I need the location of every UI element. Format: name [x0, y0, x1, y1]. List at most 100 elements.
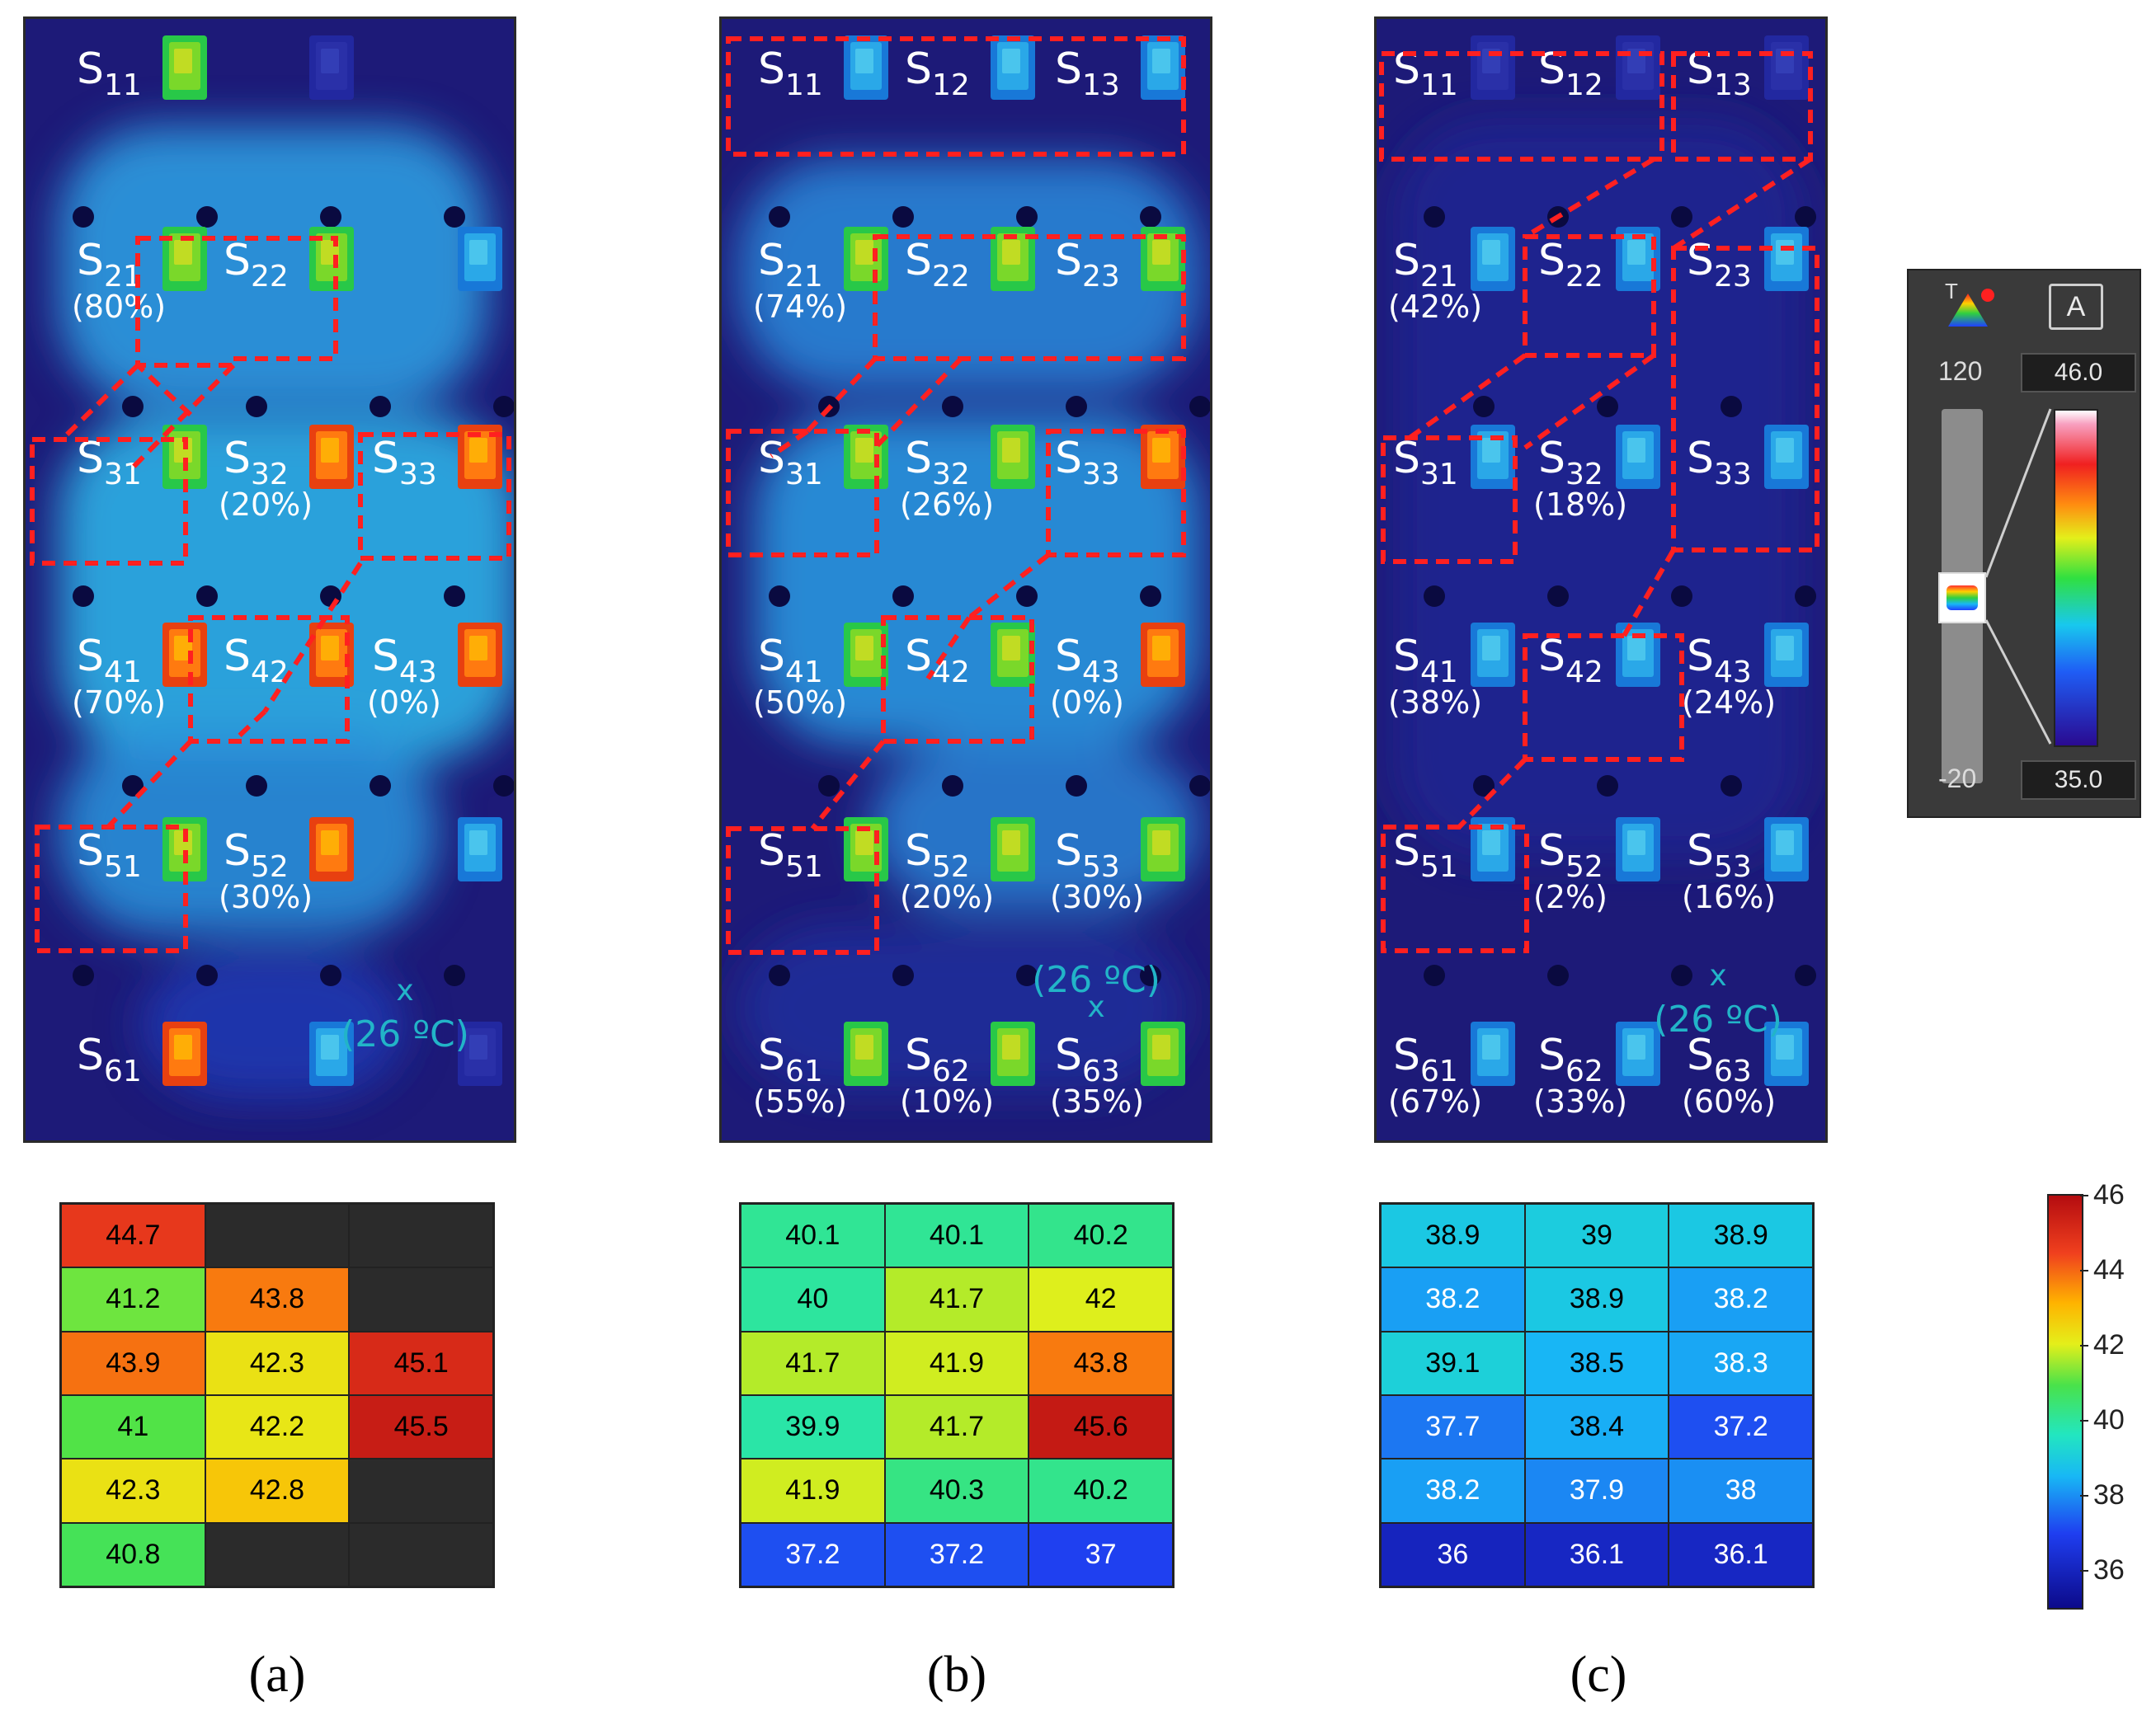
sensor-label: S22 [224, 236, 289, 294]
grid-cell: 40.3 [884, 1459, 1029, 1523]
grid-cell: 41.9 [741, 1459, 885, 1523]
sensor-label: S13 [1055, 45, 1120, 102]
thermal-image-b: S61 (55%) S62 (10%) S63 (35%) S51 S52 (20%) S53 (3… [719, 16, 1212, 1143]
colorbar-tick-mark [2080, 1269, 2088, 1271]
sensor-percent: (20%) [219, 486, 313, 523]
thermal-glow [59, 126, 514, 1099]
grid-cell: 36.1 [1524, 1522, 1669, 1586]
grid-cell: 45.5 [349, 1395, 493, 1459]
sensor-label: S61 [758, 1031, 823, 1088]
sensor-a-10: S32(20%) [219, 425, 354, 523]
grid-cell: 42.8 [205, 1459, 350, 1523]
sensor-c-15: S11 [1393, 35, 1515, 102]
grid-cell: 41.2 [61, 1267, 205, 1332]
sensor-c-5: S53(16%) [1682, 817, 1809, 915]
sensor-c-12: S21(42%) [1388, 227, 1515, 325]
sensor-label: S51 [758, 826, 823, 884]
grid-cell: 39.9 [741, 1395, 885, 1459]
grid-cell: 38 [1669, 1459, 1813, 1523]
sensor-label: S12 [905, 45, 970, 102]
sensor-label: S23 [1687, 236, 1752, 294]
sensor-a-7: S42 [224, 623, 354, 689]
colorbar-tick-mark [2080, 1419, 2088, 1422]
sensor-label: S62 [905, 1031, 970, 1088]
sensor-c-10: S32(18%) [1533, 425, 1660, 523]
colorbar-tick-label: 46 [2093, 1179, 2125, 1210]
sensor-a-2 [458, 1022, 502, 1086]
grid-cell: 41.7 [884, 1395, 1029, 1459]
grid-cell: 36 [1381, 1522, 1525, 1586]
sensor-label: S33 [1687, 434, 1752, 491]
sensor-label: S42 [905, 632, 970, 689]
sensor-c-4: S52(2%) [1533, 817, 1660, 915]
grid-cell: 40.1 [884, 1204, 1029, 1268]
sensor-label: S63 [1055, 1031, 1120, 1088]
sensor-b-1: S62(10%) [900, 1022, 1035, 1120]
sensor-percent: (18%) [1533, 486, 1627, 523]
sensor-label: S41 [1393, 632, 1458, 689]
grid-cell: 38.5 [1524, 1331, 1669, 1395]
colorbar-tick-label: 40 [2093, 1403, 2125, 1436]
span-high-field[interactable]: 46.0 [2021, 353, 2136, 392]
grid-cell: 41.7 [741, 1331, 885, 1395]
value-grid-a: 44.7 41.2 43.8 43.9 42.3 45.1 41 42.2 45.5 42.3 42… [59, 1202, 495, 1588]
sensor-c-3: S51 [1393, 817, 1515, 884]
sensor-percent: (26%) [900, 486, 994, 523]
colorbar-tick-mark [2080, 1195, 2088, 1196]
colorbar-tick-mark [2080, 1344, 2088, 1347]
colorbar-tick-label: 44 [2093, 1253, 2125, 1286]
sensor-percent: (42%) [1388, 289, 1482, 325]
sensor-percent: (0%) [1050, 684, 1124, 721]
panel-label-a: (a) [248, 1647, 306, 1703]
sensor-b-11: S33 [1055, 425, 1185, 491]
sensor-a-4: S52(30%) [219, 817, 354, 915]
sensor-label: S41 [77, 632, 142, 689]
sensor-a-11: S33 [372, 425, 502, 491]
grid-cell: 37.9 [1524, 1459, 1669, 1523]
ambient-marker: x [396, 974, 413, 1008]
sensor-b-17: S13 [1055, 35, 1185, 102]
grid-cell [349, 1459, 493, 1523]
sensor-percent: (70%) [72, 684, 166, 721]
colorbar-tick-label: 42 [2093, 1328, 2125, 1361]
span-low-field[interactable]: 35.0 [2021, 760, 2136, 800]
sensor-label: S31 [1393, 434, 1458, 491]
sensor-label: S52 [1538, 826, 1603, 884]
sensor-a-1 [309, 1022, 354, 1086]
grid-cell: 37.2 [1669, 1395, 1813, 1459]
sensor-percent: (35%) [1050, 1083, 1144, 1120]
grid-cell: 38.4 [1524, 1395, 1669, 1459]
grid-cell: 43.9 [61, 1331, 205, 1395]
sensor-c-11: S33 [1687, 425, 1809, 491]
range-slider-handle[interactable] [1938, 572, 1986, 623]
board-holes [1424, 206, 1816, 986]
sensor-percent: (38%) [1388, 684, 1482, 721]
sensor-b-14: S23 [1055, 227, 1185, 294]
sensor-label: S21 [758, 236, 823, 294]
grid-cell: 38.9 [1524, 1267, 1669, 1332]
sensor-label: S42 [1538, 632, 1603, 689]
auto-mode-button[interactable]: A [2049, 284, 2103, 330]
group-outlines [726, 36, 1186, 955]
sensor-percent: (55%) [753, 1083, 847, 1120]
colorbar-tick-label: 38 [2093, 1478, 2125, 1511]
grid-cell: 36.1 [1669, 1522, 1813, 1586]
sensor-c-9: S31 [1393, 425, 1515, 491]
grid-cell: 42.3 [61, 1459, 205, 1523]
sensor-percent: (80%) [72, 289, 166, 325]
sensor-a-5 [458, 817, 502, 881]
palette-triangle-icon[interactable] [1947, 289, 1996, 330]
value-grid-b: 40.1 40.1 40.2 40 41.7 42 41.7 41.9 43.8 39.9 41.7… [739, 1202, 1175, 1588]
sensor-percent: (0%) [367, 684, 441, 721]
sensor-percent: (30%) [1050, 879, 1144, 915]
colorbar-tick-mark [2080, 1569, 2088, 1572]
grid-cell: 43.8 [205, 1267, 350, 1332]
sensor-label: S33 [372, 434, 437, 491]
grid-cell: 38.3 [1669, 1331, 1813, 1395]
camera-palette-legend: T A 120 46.0 -20 35.0 [1907, 269, 2141, 818]
sensor-b-5: S53(30%) [1050, 817, 1185, 915]
palette-icon-label: T [1945, 279, 1958, 303]
grid-cell: 40.8 [61, 1522, 205, 1586]
sensor-c-8: S43(24%) [1682, 623, 1809, 721]
